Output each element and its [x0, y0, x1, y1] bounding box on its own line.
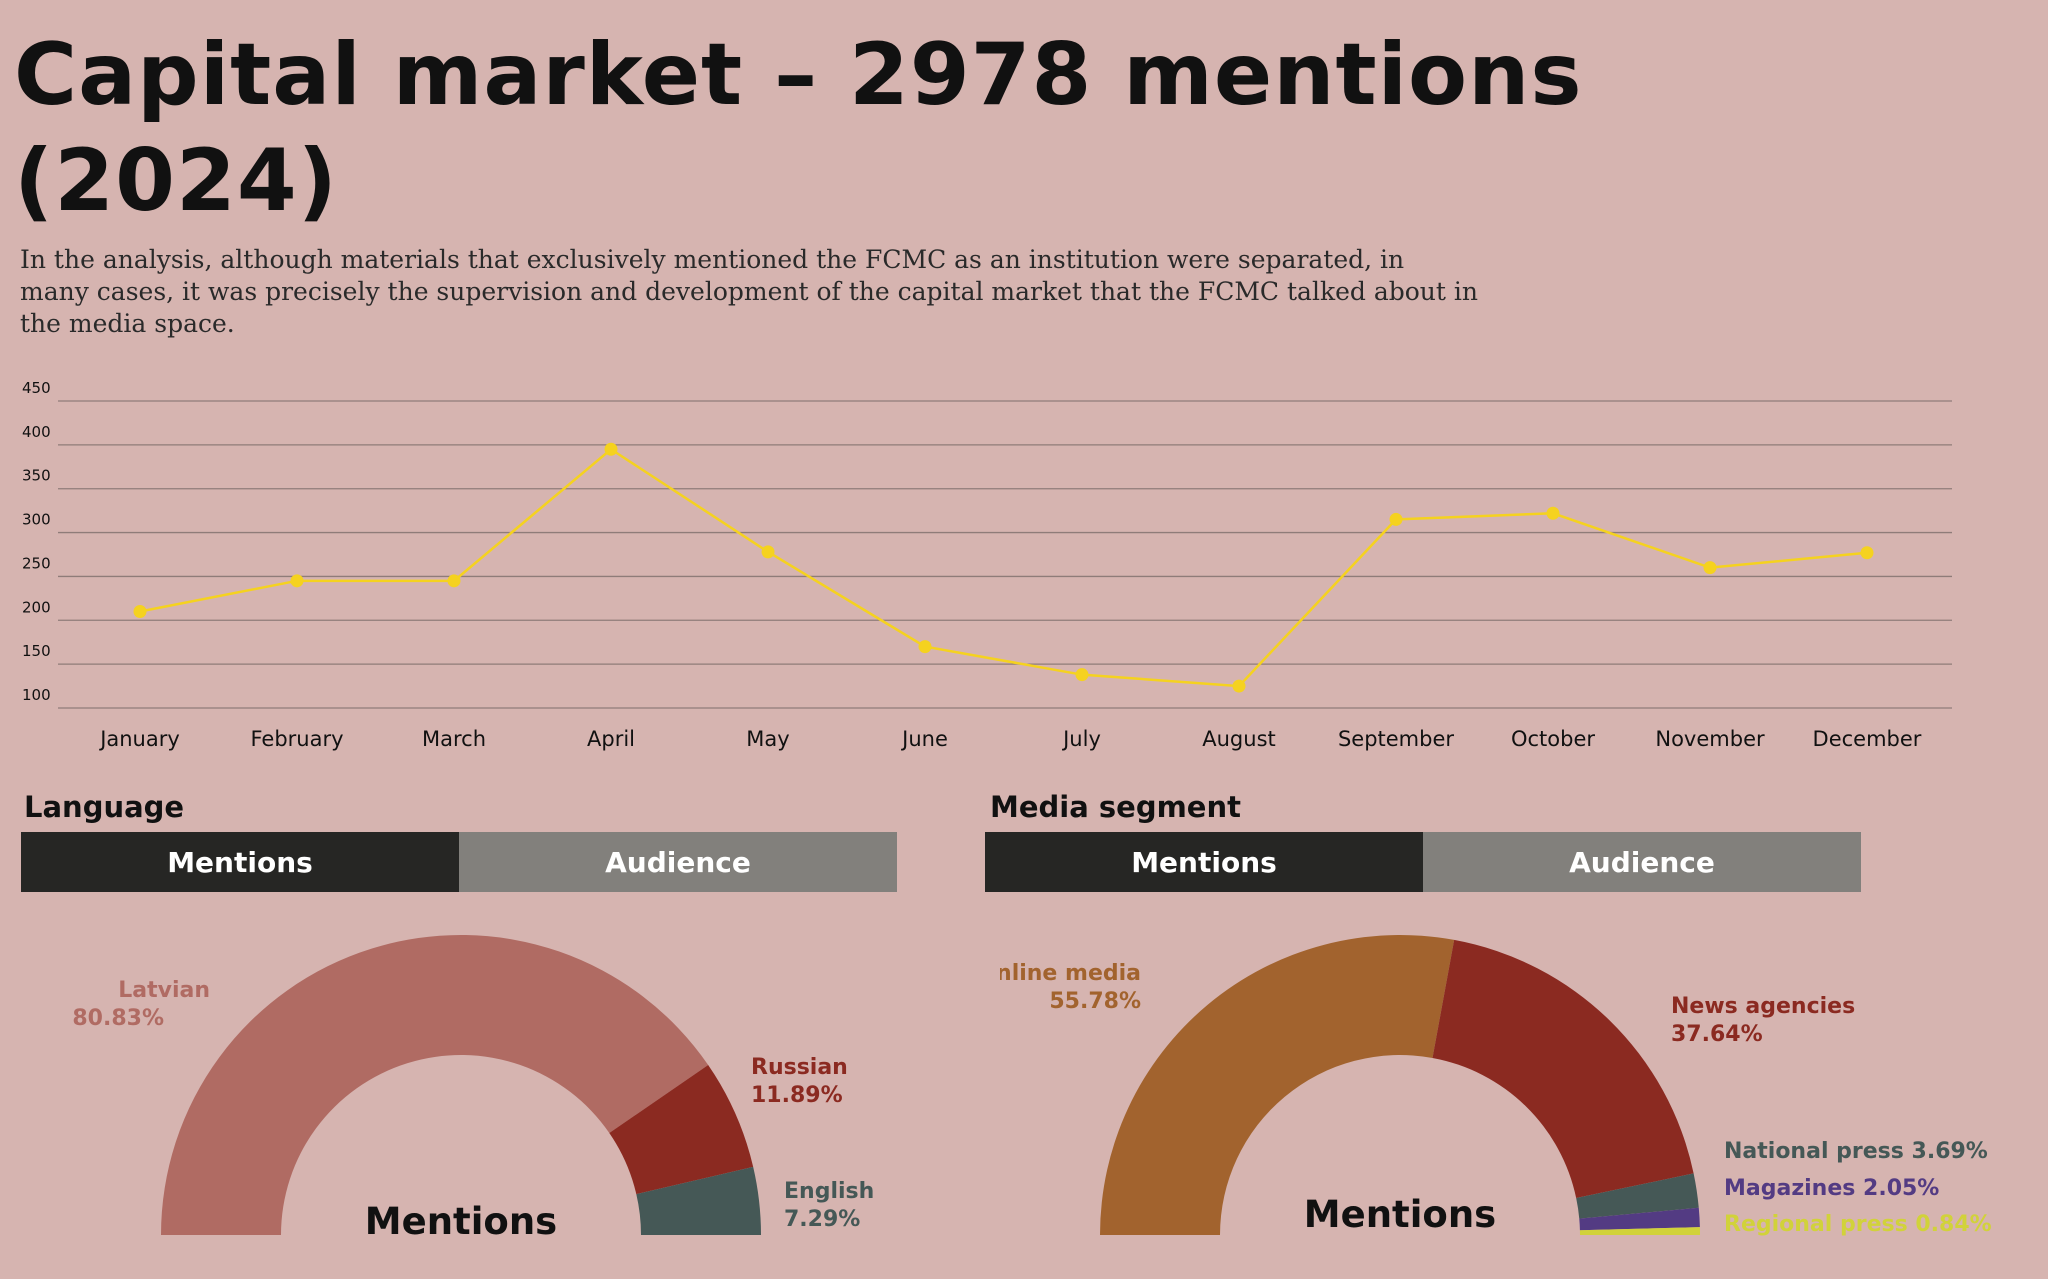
y-tick-label: 250 [22, 554, 51, 572]
data-point [1232, 679, 1246, 693]
donut-center-label: Mentions [365, 1200, 557, 1243]
donut-center-label: Mentions [1304, 1193, 1496, 1236]
series-line [139, 447, 1868, 688]
slice-name-russian: Russian [751, 1055, 848, 1080]
y-tick-label: 100 [22, 686, 51, 704]
x-tick-label: June [900, 727, 948, 751]
language-section-title: Language [24, 790, 185, 824]
slice-name: National press [1724, 1139, 1904, 1164]
x-axis-ticks: January February March April May June July Augu… [98, 727, 1922, 751]
slice-value-english: 7.29% [784, 1207, 860, 1232]
slice-label-magazines: Magazines 2.05% [1724, 1176, 1939, 1201]
slice-magazines [1579, 1207, 1700, 1231]
y-tick-label: 400 [22, 423, 51, 441]
language-tab-mentions[interactable]: Mentions [21, 832, 459, 892]
y-axis-ticks: 450 400 350 300 250 200 150 100 [22, 379, 51, 704]
slice-label-national-press: National press 3.69% [1724, 1139, 1988, 1164]
slice-english [636, 1166, 761, 1235]
media-segment-donut-chart: Mentions Online media 55.78% News agencies 3… [1000, 935, 1992, 1237]
slice-value-latvian: 80.83% [72, 1006, 164, 1031]
media-segment-tab-audience[interactable]: Audience [1423, 832, 1861, 892]
media-segment-tabs: Mentions Audience [985, 832, 1861, 892]
language-tab-audience[interactable]: Audience [459, 832, 897, 892]
data-point [133, 605, 147, 619]
language-donut-chart: Mentions Latvian 80.83% Russian 11.89% Englis… [72, 934, 874, 1243]
data-point [1860, 546, 1874, 560]
data-point [1075, 668, 1089, 682]
data-point [290, 574, 304, 588]
monthly-mentions-line-chart: 450 400 350 300 250 200 150 100 January February… [22, 379, 1952, 751]
x-tick-label: September [1338, 727, 1454, 751]
y-tick-label: 200 [22, 598, 51, 616]
chart-gridlines [58, 400, 1952, 709]
media-segment-tab-mentions[interactable]: Mentions [985, 832, 1423, 892]
slice-regional-press [1579, 1227, 1700, 1235]
x-tick-label: January [98, 727, 180, 751]
x-tick-label: March [422, 727, 486, 751]
page-title: Capital market – 2978 mentions (2024) [14, 25, 1583, 231]
slice-online-media [1100, 935, 1455, 1235]
y-tick-label: 350 [22, 467, 51, 485]
x-tick-label: August [1202, 727, 1276, 751]
data-point [761, 545, 775, 559]
x-tick-label: December [1813, 727, 1922, 751]
slice-name-latvian: Latvian [118, 978, 210, 1003]
slice-value: 2.05% [1863, 1176, 1939, 1201]
slice-name-news-agencies: News agencies [1671, 994, 1855, 1019]
slice-value-russian: 11.89% [751, 1083, 843, 1108]
slice-name: Magazines [1724, 1176, 1855, 1201]
x-tick-label: February [250, 727, 343, 751]
x-tick-label: July [1061, 727, 1101, 751]
slice-news-agencies [1432, 939, 1694, 1199]
slice-name-online-media: Online media [1000, 961, 1141, 986]
data-point [918, 640, 932, 654]
x-tick-label: May [746, 727, 789, 751]
y-tick-label: 150 [22, 642, 51, 660]
slice-name: Regional press [1724, 1212, 1908, 1237]
slice-national-press [1576, 1173, 1699, 1219]
x-tick-label: April [587, 727, 635, 751]
slice-value: 3.69% [1912, 1139, 1988, 1164]
y-tick-label: 450 [22, 379, 51, 397]
slice-latvian [161, 934, 709, 1235]
y-tick-label: 300 [22, 511, 51, 529]
slice-russian [609, 1064, 754, 1195]
chart-series [133, 442, 1874, 693]
x-tick-label: November [1655, 727, 1765, 751]
data-point [604, 442, 618, 456]
slice-label-regional-press: Regional press 0.84% [1724, 1212, 1992, 1237]
data-point [1703, 561, 1717, 575]
slice-value-news-agencies: 37.64% [1671, 1022, 1763, 1047]
intro-text: In the analysis, although materials that… [20, 245, 1478, 338]
x-tick-label: October [1511, 727, 1595, 751]
media-segment-section-title: Media segment [990, 790, 1241, 824]
data-point [447, 574, 461, 588]
slice-name-english: English [784, 1179, 874, 1204]
data-point [1389, 512, 1403, 526]
slice-value: 0.84% [1915, 1212, 1991, 1237]
slice-value-online-media: 55.78% [1049, 989, 1141, 1014]
language-tabs: Mentions Audience [21, 832, 897, 892]
data-point [1546, 506, 1560, 520]
